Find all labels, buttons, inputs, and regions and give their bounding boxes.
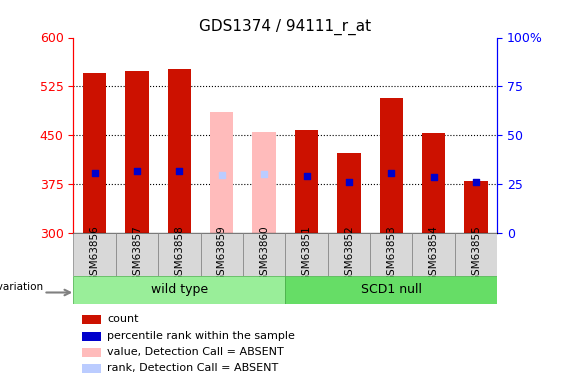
Point (386, 170, 396, 176)
Point (217, 172, 226, 178)
Text: GSM63852: GSM63852 (344, 226, 354, 282)
FancyBboxPatch shape (328, 232, 370, 276)
Bar (295, 130, 318, 232)
Point (471, 179, 480, 185)
FancyBboxPatch shape (243, 232, 285, 276)
FancyBboxPatch shape (412, 232, 455, 276)
Text: GSM63851: GSM63851 (302, 226, 311, 282)
Bar (380, 98, 403, 232)
Bar (82, 332, 101, 341)
Bar (82, 348, 101, 357)
Text: GSM63859: GSM63859 (217, 226, 227, 282)
FancyBboxPatch shape (201, 232, 243, 276)
Text: GSM63855: GSM63855 (471, 226, 481, 282)
Bar (82, 315, 101, 324)
Text: GSM63858: GSM63858 (175, 226, 184, 282)
Text: count: count (107, 314, 139, 324)
Text: GSM63857: GSM63857 (132, 226, 142, 282)
Point (175, 168, 184, 174)
Text: genotype/variation: genotype/variation (0, 282, 44, 292)
Bar (125, 71, 149, 232)
Point (302, 173, 311, 179)
Text: percentile rank within the sample: percentile rank within the sample (107, 331, 295, 341)
Bar (422, 133, 445, 232)
FancyBboxPatch shape (73, 276, 285, 304)
Bar (82, 364, 101, 373)
Bar (464, 180, 488, 232)
Bar (337, 153, 360, 232)
Bar (83, 73, 106, 232)
Text: GSM63854: GSM63854 (429, 226, 438, 282)
Bar (210, 112, 233, 232)
FancyBboxPatch shape (116, 232, 158, 276)
FancyBboxPatch shape (285, 232, 328, 276)
Point (90, 170, 99, 176)
FancyBboxPatch shape (158, 232, 201, 276)
FancyBboxPatch shape (455, 232, 497, 276)
Bar (168, 69, 191, 232)
Bar (253, 132, 276, 232)
FancyBboxPatch shape (285, 276, 497, 304)
Point (259, 171, 269, 177)
Text: GSM63860: GSM63860 (259, 226, 269, 282)
Point (429, 174, 438, 180)
Point (344, 179, 354, 185)
Text: GSM63853: GSM63853 (386, 226, 396, 282)
Text: value, Detection Call = ABSENT: value, Detection Call = ABSENT (107, 347, 284, 357)
FancyBboxPatch shape (73, 232, 116, 276)
Text: SCD1 null: SCD1 null (361, 283, 421, 296)
Text: wild type: wild type (151, 283, 208, 296)
FancyBboxPatch shape (370, 232, 412, 276)
Point (132, 168, 141, 174)
Text: rank, Detection Call = ABSENT: rank, Detection Call = ABSENT (107, 363, 279, 373)
Text: GSM63856: GSM63856 (90, 226, 99, 282)
Title: GDS1374 / 94111_r_at: GDS1374 / 94111_r_at (199, 18, 371, 35)
